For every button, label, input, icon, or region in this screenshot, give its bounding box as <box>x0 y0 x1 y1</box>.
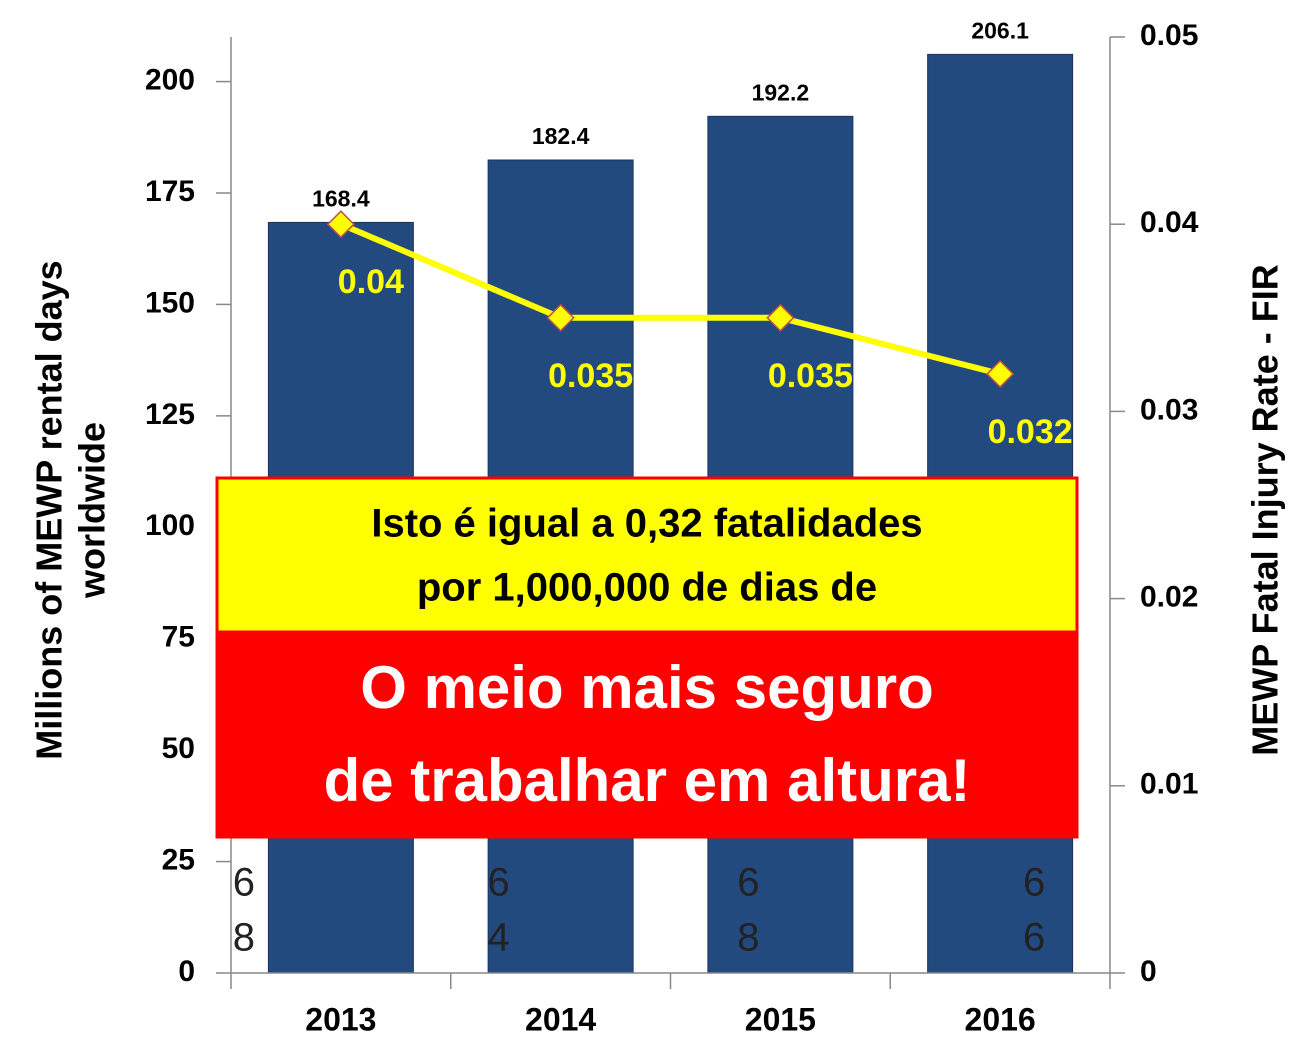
y-tick-label: 150 <box>145 286 195 319</box>
callout-text: O meio mais seguro <box>360 654 934 721</box>
bar-inner-label: 6 <box>1023 916 1045 960</box>
y2-axis-title: MEWP Fatal Injury Rate - FIR <box>1245 264 1286 755</box>
bar-inner-label: 8 <box>233 916 255 960</box>
y-tick-label: 25 <box>162 843 195 876</box>
bar-value-label: 206.1 <box>971 17 1029 43</box>
bar-inner-label: 6 <box>737 861 759 905</box>
line-marker <box>986 359 1015 389</box>
line-value-label: 0.035 <box>548 357 633 395</box>
line-value-label: 0.032 <box>988 413 1073 451</box>
y-tick-label: 50 <box>162 732 195 765</box>
line-marker <box>546 303 575 332</box>
y2-tick-label: 0.04 <box>1140 206 1199 239</box>
line-value-label: 0.04 <box>338 263 404 301</box>
bar-inner-label: 4 <box>488 916 510 960</box>
y-tick-label: 0 <box>178 955 195 988</box>
y-axis-title: worldwide <box>72 422 113 599</box>
x-tick-label: 2016 <box>965 1001 1036 1037</box>
x-tick-label: 2013 <box>305 1001 376 1037</box>
bar-inner-label: 6 <box>1023 861 1045 905</box>
y-tick-label: 175 <box>145 175 195 208</box>
y-tick-label: 200 <box>145 63 195 96</box>
y2-tick-label: 0 <box>1140 955 1157 988</box>
y-tick-label: 100 <box>145 509 195 542</box>
bar-inner-label: 8 <box>737 916 759 960</box>
callout-text: de trabalhar em altura! <box>324 747 971 814</box>
line <box>339 221 1001 377</box>
y2-tick-label: 0.01 <box>1140 768 1198 801</box>
y2-tick-label: 0.05 <box>1140 19 1198 52</box>
bar-inner-label: 6 <box>233 861 255 905</box>
y-tick-label: 75 <box>162 621 195 654</box>
line-marker <box>766 303 795 332</box>
line-marker <box>326 210 355 239</box>
y2-tick-label: 0.03 <box>1140 393 1198 426</box>
bar-value-label: 182.4 <box>532 123 590 149</box>
y-axis-title: Millions of MEWP rental days <box>29 260 70 759</box>
bar-value-label: 168.4 <box>312 185 370 211</box>
bar-value-label: 192.2 <box>752 79 810 105</box>
y-tick-label: 125 <box>145 398 195 431</box>
callout-box <box>215 630 1079 839</box>
y2-tick-label: 0.02 <box>1140 581 1198 614</box>
callout-box <box>215 476 1079 637</box>
x-tick-label: 2014 <box>525 1001 596 1037</box>
callout-text: por 1,000,000 de dias de <box>417 566 877 610</box>
line-value-label: 0.035 <box>768 357 853 395</box>
bar-inner-label: 6 <box>488 861 510 905</box>
x-tick-label: 2015 <box>745 1001 816 1037</box>
callout-text: Isto é igual a 0,32 fatalidades <box>371 502 922 546</box>
